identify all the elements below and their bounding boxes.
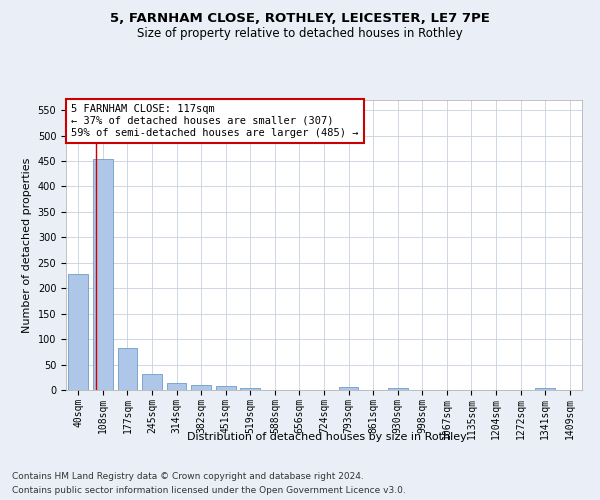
Bar (535, 388, 555, 390)
Bar (68, 274, 88, 390)
Bar (118, 348, 137, 390)
Bar (339, 388, 358, 390)
Bar (93, 158, 113, 390)
Bar (167, 384, 187, 390)
Text: Contains public sector information licensed under the Open Government Licence v3: Contains public sector information licen… (12, 486, 406, 495)
Y-axis label: Number of detached properties: Number of detached properties (22, 158, 32, 332)
Bar (142, 374, 162, 390)
Text: 5 FARNHAM CLOSE: 117sqm
← 37% of detached houses are smaller (307)
59% of semi-d: 5 FARNHAM CLOSE: 117sqm ← 37% of detache… (71, 104, 359, 138)
Text: Distribution of detached houses by size in Rothley: Distribution of detached houses by size … (187, 432, 467, 442)
Bar (191, 385, 211, 390)
Bar (241, 388, 260, 390)
Bar (388, 388, 407, 390)
Text: Contains HM Land Registry data © Crown copyright and database right 2024.: Contains HM Land Registry data © Crown c… (12, 472, 364, 481)
Text: Size of property relative to detached houses in Rothley: Size of property relative to detached ho… (137, 28, 463, 40)
Bar (216, 386, 236, 390)
Text: 5, FARNHAM CLOSE, ROTHLEY, LEICESTER, LE7 7PE: 5, FARNHAM CLOSE, ROTHLEY, LEICESTER, LE… (110, 12, 490, 26)
